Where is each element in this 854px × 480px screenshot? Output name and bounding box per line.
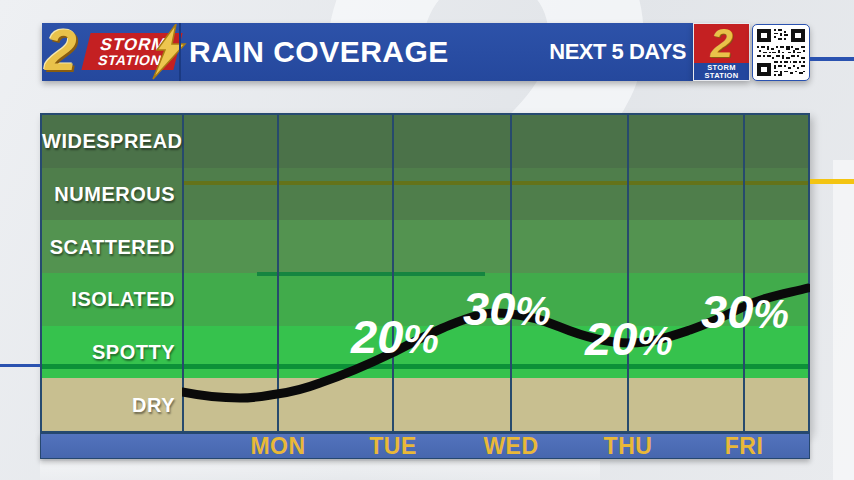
- page-title: RAIN COVERAGE: [189, 35, 449, 69]
- header-subtitle: NEXT 5 DAYS: [549, 39, 686, 65]
- day-label-thu: THU: [604, 433, 653, 460]
- threshold-line-green-segment: [257, 272, 485, 276]
- day-axis-bar: MON TUE WED THU FRI: [40, 433, 810, 459]
- band-label-numerous: NUMEROUS: [42, 183, 175, 205]
- band-label-isolated: ISOLATED: [42, 288, 175, 310]
- band-label-widespread: WIDESPREAD: [42, 130, 175, 152]
- band-label-scattered: SCATTERED: [42, 236, 175, 258]
- day-label-fri: FRI: [725, 433, 764, 460]
- corner-logo-red: 2: [694, 24, 749, 63]
- station-logo-number: 2: [45, 21, 77, 79]
- band-label-dry: DRY: [42, 394, 175, 416]
- rain-coverage-chart: WIDESPREAD NUMEROUS SCATTERED ISOLATED S…: [40, 113, 810, 433]
- day-label-tue: TUE: [369, 433, 417, 460]
- threshold-line-olive: [182, 181, 808, 185]
- header-separator: [179, 23, 181, 81]
- background-sheen-bottom: [40, 461, 600, 480]
- header-accent-line: [810, 57, 854, 61]
- day-label-wed: WED: [483, 433, 538, 460]
- weather-graphic: 2 2 STORM STATION RAIN COVERAGE NEXT 5 D…: [0, 0, 854, 480]
- gridline-thu: [627, 115, 629, 431]
- qr-code: [752, 24, 810, 81]
- lightning-bolt-icon: [150, 24, 188, 80]
- left-accent-line: [0, 364, 40, 367]
- background-sheen-right: [833, 160, 854, 480]
- gridline-mon: [277, 115, 279, 431]
- station-logo: 2 STORM STATION: [42, 23, 179, 81]
- corner-station-logo: 2 STORM STATION: [693, 23, 750, 81]
- corner-logo-blue: STORM STATION: [694, 63, 749, 80]
- corner-logo-line2: STATION: [705, 72, 739, 80]
- header-bar: 2 STORM STATION RAIN COVERAGE NEXT 5 DAY…: [42, 23, 693, 81]
- corner-logo-number: 2: [710, 24, 732, 63]
- day-label-mon: MON: [250, 433, 305, 460]
- gridline-labels: [182, 115, 184, 431]
- threshold-line-green: [42, 364, 808, 369]
- band-label-spotty: SPOTTY: [42, 341, 175, 363]
- gridline-fri: [743, 115, 745, 431]
- gridline-wed: [510, 115, 512, 431]
- gridline-tue: [392, 115, 394, 431]
- right-accent-line: [810, 179, 854, 184]
